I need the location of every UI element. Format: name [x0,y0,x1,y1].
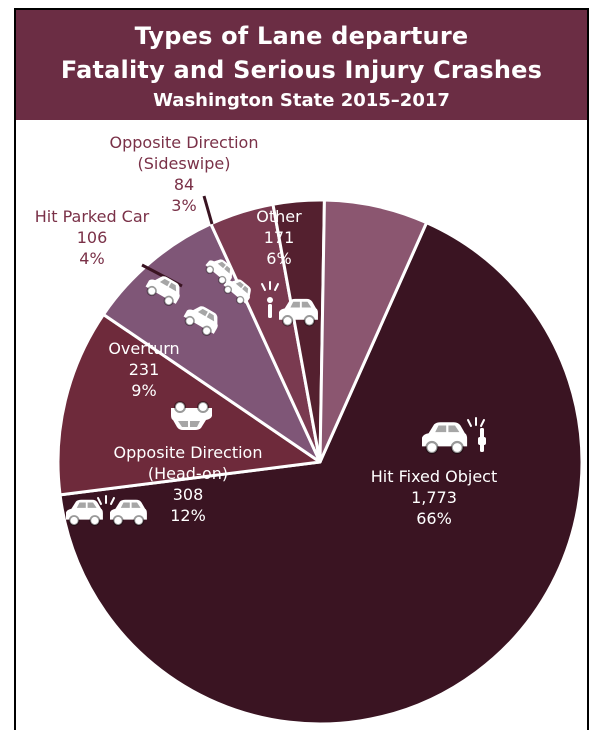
fixed-pole-icon [478,428,486,452]
chart-subtitle: Washington State 2015–2017 [153,90,450,111]
slice-label-text: (Head-on) [148,464,228,483]
chart-title-line1: Types of Lane departure [134,22,469,50]
pie-chart: Hit Fixed Object 1,773 66% Opposite Directi… [35,133,584,726]
slice-label-text: Hit Parked Car [35,207,150,226]
slice-count: 231 [129,360,160,379]
car-hitting-pole-icon [422,422,468,455]
head-on-car-second-icon [110,499,147,526]
impact-spark-icon [467,417,485,427]
hit-parked-car-icon [145,276,180,306]
pie-slices [56,198,584,726]
slice-label-text: Overturn [108,339,179,358]
slice-label-text: Hit Fixed Object [371,467,498,486]
slice-percent: 6% [266,249,291,268]
car-pedestrian-icon [279,298,318,327]
head-on-cars-icon [66,499,103,526]
slice-labels: Hit Fixed Object 1,773 66% Opposite Directi… [35,133,497,528]
leader-line-sideswipe [202,195,214,225]
slice-label-text: (Sideswipe) [138,154,231,173]
slice-head-on [56,312,322,497]
slice-icons [66,259,486,526]
slice-label-text: Other [256,207,302,226]
slice-percent: 4% [79,249,104,268]
slice-percent: 66% [416,509,452,528]
label-head-on: Opposite Direction (Head-on) 308 12% [114,443,263,525]
slice-hit-fixed-object [58,221,584,726]
slice-other [318,198,429,464]
slice-percent: 12% [170,506,206,525]
slice-count: 171 [264,228,295,247]
chart-title-line2: Fatality and Serious Injury Crashes [60,56,543,84]
other-spark-icon [261,281,279,291]
label-other: Other 171 6% [256,207,302,268]
slice-percent: 3% [171,196,196,215]
infographic-frame: Types of Lane departure Fatality and Ser… [14,8,589,730]
slice-count: 308 [173,485,204,504]
slice-percent: 9% [131,381,156,400]
parked-car-icon [183,306,218,336]
slice-count: 84 [174,175,194,194]
slice-count: 1,773 [411,488,457,507]
slice-count: 106 [77,228,108,247]
slice-label-text: Opposite Direction [114,443,263,462]
label-hit-fixed-object: Hit Fixed Object 1,773 66% [371,467,498,528]
sideswipe-car-second-icon [223,279,251,305]
label-sideswipe: Opposite Direction (Sideswipe) 84 3% [110,133,259,215]
slice-label-text: Opposite Direction [110,133,259,152]
overturned-car-icon [171,401,212,430]
chart-header: Types of Lane departure Fatality and Ser… [16,10,587,120]
label-hit-parked-car: Hit Parked Car 106 4% [35,207,150,268]
sideswipe-car-icon [205,259,233,285]
pedestrian-icon [267,297,273,318]
head-on-spark-icon [97,495,115,505]
label-overturn: Overturn 231 9% [108,339,179,400]
